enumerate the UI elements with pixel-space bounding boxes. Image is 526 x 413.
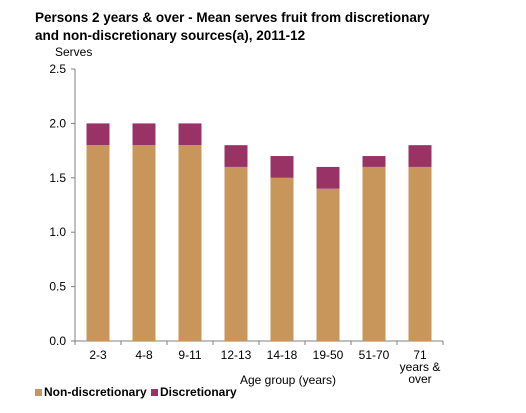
y-axis-label: Serves — [55, 45, 92, 59]
x-tick-label: 2-3 — [89, 348, 107, 362]
y-tick-label: 0.0 — [49, 334, 66, 348]
chart-title-line-1: Persons 2 years & over - Mean serves fru… — [35, 10, 430, 25]
x-axis-label: Age group (years) — [240, 373, 336, 387]
y-tick-label: 1.0 — [49, 225, 66, 239]
legend-swatch-discretionary — [151, 389, 158, 396]
bar-discretionary — [132, 123, 156, 146]
bar-discretionary — [270, 156, 294, 178]
legend-label-non-discretionary: Non-discretionary — [44, 385, 147, 399]
x-tick-label: years & — [400, 360, 441, 374]
bar-discretionary — [86, 123, 110, 146]
bar-discretionary — [316, 166, 340, 189]
plot-area: 0.0 0.5 1.0 1.5 2.0 2.5 2-3 4-8 9-11 12-13 14-18 19… — [49, 62, 444, 386]
bar-non-discretionary — [316, 188, 340, 341]
x-tick-label: 4-8 — [135, 348, 153, 362]
x-tick-label: 51-70 — [359, 348, 390, 362]
bar-discretionary — [224, 145, 248, 167]
bar-non-discretionary — [86, 145, 110, 341]
legend-swatch-non-discretionary — [35, 389, 42, 396]
bar-non-discretionary — [408, 166, 432, 341]
bar-non-discretionary — [362, 166, 386, 341]
y-tick-label: 2.0 — [49, 116, 66, 130]
bar-discretionary — [178, 123, 202, 146]
x-tick-label: 12-13 — [221, 348, 252, 362]
bar-non-discretionary — [270, 177, 294, 341]
x-tick-label: 14-18 — [267, 348, 298, 362]
bar-discretionary — [362, 156, 386, 167]
legend: Non-discretionary Discretionary — [35, 385, 237, 399]
x-tick-label: 71 — [413, 348, 427, 362]
y-tick-label: 2.5 — [49, 62, 66, 76]
bar-discretionary — [408, 145, 432, 167]
legend-label-discretionary: Discretionary — [160, 385, 237, 399]
x-tick-label: 19-50 — [313, 348, 344, 362]
y-tick-label: 1.5 — [49, 171, 66, 185]
chart-title-line-2: and non-discretionary sources(a), 2011-1… — [35, 28, 305, 43]
bar-non-discretionary — [132, 145, 156, 341]
bar-non-discretionary — [178, 145, 202, 341]
x-tick-label: 9-11 — [178, 348, 201, 362]
x-tick-label: over — [408, 372, 431, 386]
y-tick-label: 0.5 — [49, 280, 66, 294]
bar-non-discretionary — [224, 166, 248, 341]
